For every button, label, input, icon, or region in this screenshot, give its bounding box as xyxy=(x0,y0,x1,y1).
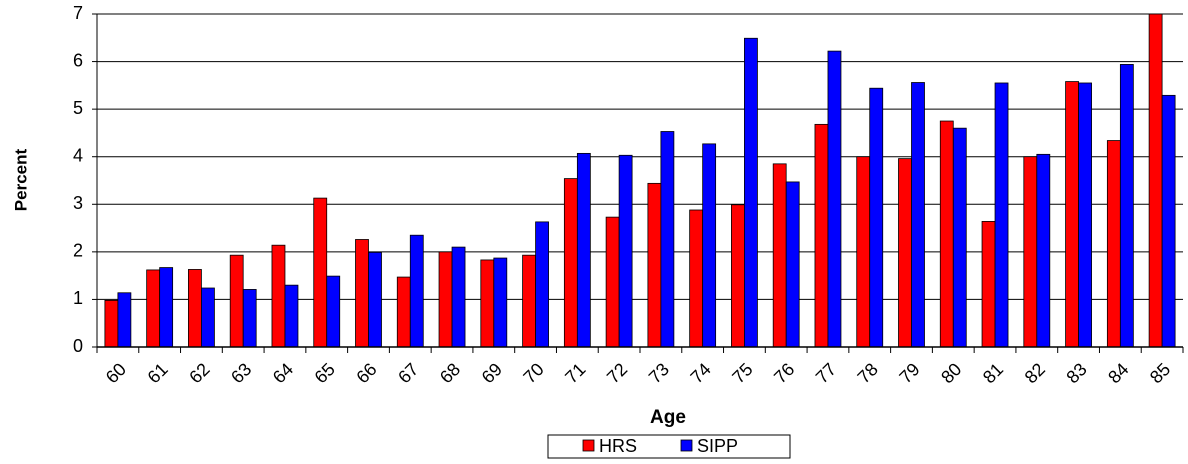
legend-swatch xyxy=(680,439,693,452)
bar xyxy=(201,287,215,348)
bar xyxy=(772,163,787,348)
legend-swatch xyxy=(582,439,595,452)
bar xyxy=(1065,81,1079,348)
x-tick-label: 60 xyxy=(102,359,130,387)
bar xyxy=(480,259,495,348)
x-tick-label: 71 xyxy=(561,359,589,387)
x-tick-label: 61 xyxy=(144,359,172,387)
x-tick-label: 74 xyxy=(687,359,715,387)
x-tick-label: 64 xyxy=(269,359,297,387)
bar xyxy=(911,82,925,348)
y-tick-label: 6 xyxy=(73,50,83,70)
bar xyxy=(1078,82,1092,348)
x-tick-label: 70 xyxy=(519,359,547,387)
bar xyxy=(994,82,1009,348)
x-tick-label: 68 xyxy=(436,359,464,387)
x-tick-label: 63 xyxy=(227,359,255,387)
bar xyxy=(229,254,244,348)
y-tick-label: 1 xyxy=(73,288,83,308)
bar xyxy=(409,234,424,348)
bar xyxy=(939,120,954,348)
x-tick-label: 79 xyxy=(895,359,923,387)
bar xyxy=(647,182,662,348)
bar xyxy=(981,221,996,348)
bar xyxy=(856,156,871,348)
x-tick-label: 65 xyxy=(311,359,339,387)
bar xyxy=(1148,13,1163,348)
bar xyxy=(618,154,633,348)
bar xyxy=(952,127,967,348)
x-tick-label: 82 xyxy=(1021,359,1049,387)
x-tick-label: 75 xyxy=(728,359,756,387)
legend-label: HRS xyxy=(599,436,637,456)
bar xyxy=(563,178,578,348)
y-tick-label: 0 xyxy=(73,336,83,356)
y-tick-label: 4 xyxy=(73,145,83,165)
bar xyxy=(869,87,884,348)
bar xyxy=(1119,64,1134,348)
bar xyxy=(785,181,800,348)
x-tick-label: 76 xyxy=(770,359,798,387)
x-tick-label: 73 xyxy=(645,359,673,387)
bar xyxy=(576,152,591,348)
x-tick-label: 81 xyxy=(979,359,1007,387)
x-tick-label: 69 xyxy=(478,359,506,387)
bar xyxy=(1023,156,1038,348)
bar xyxy=(689,209,704,348)
bar xyxy=(731,204,745,348)
x-tick-label: 83 xyxy=(1062,359,1090,387)
bar xyxy=(242,289,257,348)
legend-label: SIPP xyxy=(697,436,738,456)
x-tick-label: 78 xyxy=(854,359,882,387)
y-tick-label: 3 xyxy=(73,193,83,213)
x-tick-label: 66 xyxy=(352,359,380,387)
bar xyxy=(146,269,161,348)
bar xyxy=(898,158,912,348)
bar xyxy=(313,197,328,348)
x-tick-label: 84 xyxy=(1104,359,1132,387)
bar xyxy=(827,50,842,348)
bar xyxy=(535,221,549,348)
bar xyxy=(117,292,132,348)
x-axis-title: Age xyxy=(650,407,686,428)
bar xyxy=(522,254,536,348)
bar xyxy=(451,246,466,348)
x-tick-label: 62 xyxy=(185,359,213,387)
bar xyxy=(814,123,829,348)
bar xyxy=(396,276,411,348)
bar xyxy=(188,269,202,348)
x-tick-label: 67 xyxy=(394,359,422,387)
bar xyxy=(438,251,453,348)
x-tick-label: 80 xyxy=(937,359,965,387)
bar xyxy=(1161,94,1176,348)
bar xyxy=(702,143,717,348)
bar xyxy=(284,284,299,348)
x-tick-label: 77 xyxy=(812,359,840,387)
x-tick-label: 72 xyxy=(603,359,631,387)
bar xyxy=(660,131,675,348)
y-tick-label: 2 xyxy=(73,241,83,261)
y-axis-title: Percent xyxy=(11,148,30,211)
bar xyxy=(1036,153,1051,348)
bar xyxy=(159,267,174,348)
legend-box xyxy=(547,434,791,459)
bar xyxy=(744,37,758,348)
bar xyxy=(1106,140,1121,348)
bar xyxy=(104,299,119,348)
bar xyxy=(605,216,620,348)
bar xyxy=(355,239,369,348)
y-tick-label: 5 xyxy=(73,98,83,118)
bar xyxy=(326,275,341,348)
x-tick-label: 85 xyxy=(1146,359,1174,387)
bar xyxy=(368,251,382,348)
bar xyxy=(493,257,508,348)
y-tick-label: 7 xyxy=(73,3,83,23)
bar xyxy=(271,244,286,348)
